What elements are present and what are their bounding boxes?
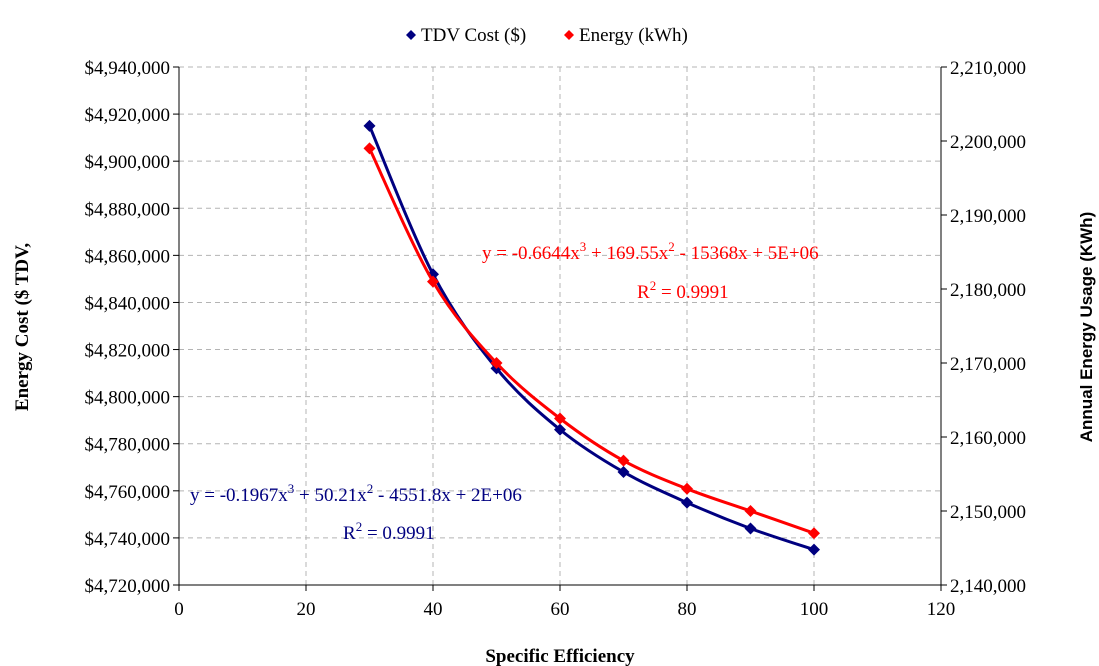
y-tick-label-right: 2,170,000 [950, 354, 1026, 375]
series-layer [363, 119, 820, 556]
data-point-tdv [363, 119, 376, 132]
tdv-equation-text: y = -0.1967x3 + 50.21x2 - 4551.8x + 2E+0… [190, 481, 522, 506]
data-point-energy [490, 357, 503, 369]
y-tick-label-left: $4,740,000 [85, 529, 171, 550]
data-point-energy [554, 412, 566, 425]
data-point-energy [681, 482, 693, 495]
y-tick-label-left: $4,860,000 [85, 246, 171, 267]
legend-marker-tdv [406, 30, 416, 40]
data-point-tdv [617, 465, 630, 478]
y-tick-label-left: $4,880,000 [85, 199, 171, 220]
y-tick-label-right: 2,210,000 [950, 58, 1026, 79]
tdv-r2-text: R2 = 0.9991 [343, 519, 435, 544]
data-point-energy [617, 454, 630, 467]
y-tick-label-right: 2,160,000 [950, 428, 1026, 449]
y-tick-label-left: $4,760,000 [85, 482, 171, 503]
y-tick-label-left: $4,780,000 [85, 435, 171, 456]
legend-label-energy: Energy (kWh) [579, 25, 688, 46]
axes [173, 66, 947, 591]
energy-equation: y = -0.6644x3 + 169.55x2 - 15368x + 5E+0… [482, 239, 819, 303]
y-tick-label-left: $4,840,000 [85, 293, 171, 314]
x-tick-label: 80 [678, 599, 697, 620]
data-point-tdv [681, 496, 693, 509]
x-tick-label: 60 [551, 599, 570, 620]
energy-equation-text: y = -0.6644x3 + 169.55x2 - 15368x + 5E+0… [482, 239, 819, 264]
legend: TDV Cost ($) Energy (kWh) [406, 25, 688, 46]
y-axis-title-right: Annual Energy Usage (KWh) [1077, 212, 1096, 442]
data-point-tdv [554, 423, 566, 436]
y-tick-label-left: $4,900,000 [85, 152, 171, 173]
x-tick-label: 20 [297, 599, 316, 620]
y-tick-label-right: 2,200,000 [950, 132, 1026, 153]
y-tick-label-left: $4,940,000 [85, 58, 171, 79]
data-point-energy [363, 142, 376, 155]
data-point-tdv [744, 522, 757, 535]
data-point-energy [427, 275, 439, 288]
tick-labels: $4,720,000 $4,740,000 $4,760,000 $4,780,000… [85, 58, 1027, 620]
legend-marker-energy [564, 30, 574, 40]
y-tick-label-right: 2,190,000 [950, 206, 1026, 227]
tdv-equation: y = -0.1967x3 + 50.21x2 - 4551.8x + 2E+0… [190, 481, 522, 544]
y-tick-label-right: 2,180,000 [950, 280, 1026, 301]
energy-r2-text: R2 = 0.9991 [637, 278, 729, 303]
x-axis-title: Specific Efficiency [485, 646, 635, 666]
x-tick-label: 100 [800, 599, 829, 620]
y-tick-label-right: 2,150,000 [950, 502, 1026, 523]
y-tick-label-left: $4,720,000 [85, 576, 171, 597]
data-point-energy [808, 527, 820, 540]
y-tick-label-right: 2,140,000 [950, 576, 1026, 597]
x-tick-label: 120 [927, 599, 956, 620]
data-point-tdv [808, 543, 820, 556]
legend-label-tdv: TDV Cost ($) [421, 25, 526, 46]
series-line-energy [368, 147, 815, 535]
x-tick-label: 0 [174, 599, 184, 620]
gridlines [179, 66, 941, 585]
data-point-energy [744, 505, 757, 517]
y-tick-label-left: $4,920,000 [85, 105, 171, 126]
y-tick-label-left: $4,820,000 [85, 341, 171, 362]
y-axis-title-left: Energy Cost ($ TDV, [12, 243, 33, 411]
x-tick-label: 40 [424, 599, 443, 620]
y-tick-label-left: $4,800,000 [85, 388, 171, 409]
